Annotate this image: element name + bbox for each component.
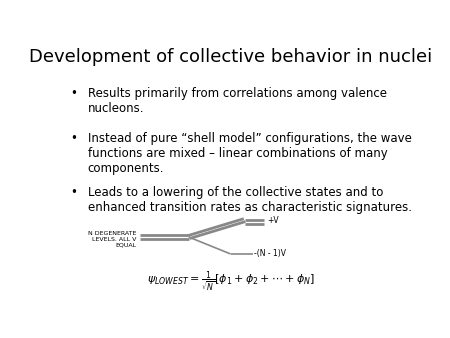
Text: •: • xyxy=(70,88,77,100)
Text: Results primarily from correlations among valence
nucleons.: Results primarily from correlations amon… xyxy=(88,88,387,115)
Text: +V: +V xyxy=(267,216,279,225)
Text: Development of collective behavior in nuclei: Development of collective behavior in nu… xyxy=(29,48,432,66)
Text: $\psi_{LOWEST} = \frac{1}{\sqrt{N}}[\phi_1 + \phi_2 + \cdots + \phi_N]$: $\psi_{LOWEST} = \frac{1}{\sqrt{N}}[\phi… xyxy=(147,270,315,295)
Text: •: • xyxy=(70,132,77,145)
Text: Instead of pure “shell model” configurations, the wave
functions are mixed – lin: Instead of pure “shell model” configurat… xyxy=(88,132,411,175)
Text: N DEGENERATE
LEVELS. ALL V
EQUAL: N DEGENERATE LEVELS. ALL V EQUAL xyxy=(88,231,136,248)
Text: -(N - 1)V: -(N - 1)V xyxy=(254,249,286,259)
Text: •: • xyxy=(70,186,77,199)
Text: Leads to a lowering of the collective states and to
enhanced transition rates as: Leads to a lowering of the collective st… xyxy=(88,186,412,214)
